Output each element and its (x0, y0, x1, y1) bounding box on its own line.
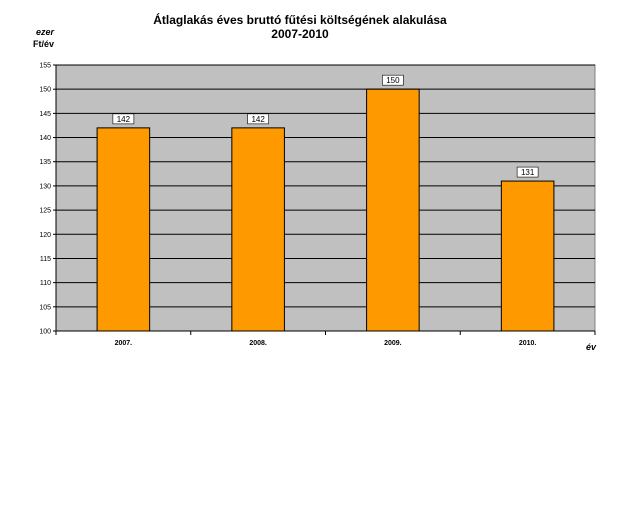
y-tick-label-145: 145 (39, 111, 51, 118)
x-tick-label-2010.: 2010. (519, 340, 537, 347)
x-tick-label-2007.: 2007. (115, 340, 133, 347)
y-tick-label-115: 115 (40, 256, 51, 263)
y-tick-label-110: 110 (40, 280, 51, 287)
y-tick-label-125: 125 (39, 208, 51, 215)
x-tick-label-2008.: 2008. (249, 340, 267, 347)
data-label-box-2010. (516, 166, 539, 178)
y-tick-label-135: 135 (39, 159, 51, 166)
y-tick-label-120: 120 (39, 232, 51, 239)
data-label-box-2008. (247, 113, 269, 125)
y-unit-line1: ezer (36, 27, 55, 37)
x-tick-label-2009.: 2009. (384, 340, 402, 347)
bar-2007. (96, 127, 151, 332)
data-label-2008.: 142 (251, 115, 265, 124)
bar-2009. (366, 88, 420, 332)
chart-subtitle: 2007-2010 (271, 27, 329, 41)
data-label-box-2009. (382, 74, 404, 86)
y-tick-label-150: 150 (39, 87, 51, 94)
y-tick-label-100: 100 (39, 329, 51, 336)
y-tick-label-105: 105 (39, 304, 51, 311)
y-axis-ticks: 100 105 110 115 120 125 130 135 140 145 150 155 (39, 63, 56, 336)
bar-2010. (500, 180, 555, 332)
y-tick-label-140: 140 (39, 135, 51, 142)
data-labels: 142 142 150 131 (112, 74, 539, 178)
y-unit-line2: Ft/év (33, 39, 54, 49)
bars (96, 88, 555, 332)
y-tick-label-155: 155 (39, 63, 51, 70)
y-tick-label-130: 130 (39, 183, 51, 190)
x-axis-label: év (586, 342, 597, 352)
chart-title: Átlaglakás éves bruttó fűtési költségéne… (153, 12, 447, 27)
data-label-2010.: 131 (521, 168, 535, 177)
bar-2008. (231, 127, 285, 332)
data-label-2009.: 150 (386, 76, 400, 85)
x-axis: 2007. 2008. 2009. 2010. (55, 65, 596, 347)
data-label-2007.: 142 (117, 115, 131, 124)
data-label-box-2007. (112, 113, 135, 125)
